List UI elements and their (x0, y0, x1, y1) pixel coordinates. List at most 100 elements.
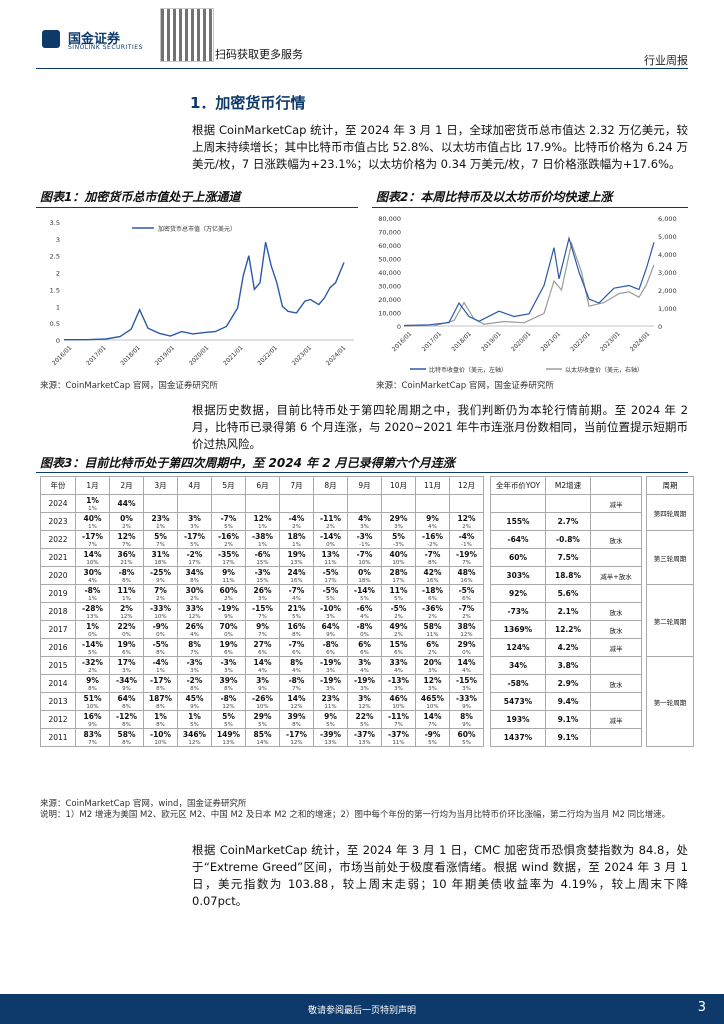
footer-disclaimer[interactable]: 敬请参阅最后一页特别声明 (307, 1006, 416, 1016)
month-cell: 16% 9% (75, 710, 110, 729)
qr-code-icon[interactable] (160, 8, 214, 62)
month-cell: 24% 16% (279, 566, 314, 585)
note-cell: 放水 (590, 602, 642, 621)
table-row: 2024 1% 1% 44% 减半 第四轮周期 (40, 494, 694, 531)
month-cell: -19% 3% (313, 656, 348, 675)
table-header-cell: 6月 (245, 476, 280, 495)
month-cell: 1% 1% (75, 494, 110, 513)
month-cell: 39% 8% (211, 674, 246, 693)
yoy-cell: -73% (490, 602, 546, 621)
yoy-cell: 34% (490, 656, 546, 675)
month-cell: -37% 13% (347, 728, 382, 747)
month-cell: -7% 8% (415, 548, 450, 567)
left-y-tick-label: 30,000 (378, 283, 401, 291)
year-cell: 2014 (40, 674, 76, 693)
month-cell: -28% 13% (75, 602, 110, 621)
x-tick-label: 2018/01 (119, 344, 142, 367)
x-tick-label: 2021/01 (540, 330, 563, 353)
month-cell: 27% 6% (245, 638, 280, 657)
x-tick-label: 2017/01 (421, 330, 444, 353)
table-row: 2018 -28% 13% 2% 12% -33% 10% 33% 12% -19% 9% -15% 7… (40, 602, 694, 621)
month-cell: 70% 0% (211, 620, 246, 639)
note-cell (590, 728, 642, 747)
year-cell: 2020 (40, 566, 76, 585)
paragraph-1: 根据 CoinMarketCap 统计，至 2024 年 3 月 1 日，全球加… (192, 123, 688, 171)
table-header-cell: 7月 (279, 476, 314, 495)
month-cell: 28% 17% (381, 566, 416, 585)
month-cell: -39% 13% (313, 728, 348, 747)
month-cell: -8% 7% (279, 674, 314, 693)
year-cell: 2017 (40, 620, 76, 639)
table-row: 2022 -17% 7% 12% 7% 5% 7% -17% 5% -16% 2% -38% 1% 18%… (40, 530, 694, 585)
figure-3-source: 来源：CoinMarketCap 官网，wind，国金证券研究所 (40, 799, 247, 809)
month-cell: 85% 14% (245, 728, 280, 747)
month-cell: -3% 3% (177, 656, 212, 675)
table-row: 2013 51% 10% 64% 8% 187% 8% 45% 9% -8% 12% -26% 10% 1… (40, 692, 694, 711)
table-header-row: 年份 1月 2月 3月 4月 5月 6月 7月 8月 9月 10月 11月 12月 全年币价YOY M2增速… (40, 476, 694, 495)
month-cell: 187% 8% (143, 692, 178, 711)
cycle-cell: 第一轮周期 (646, 656, 694, 747)
month-cell: 34% 8% (177, 566, 212, 585)
month-cell: 12% 1% (245, 512, 280, 531)
month-cell: -8% 0% (347, 620, 382, 639)
month-cell: -9% 0% (143, 620, 178, 639)
month-cell: -26% 10% (245, 692, 280, 711)
yoy-cell: 1369% (490, 620, 546, 639)
m2-cell: 3.8% (545, 656, 591, 675)
month-cell: 64% 8% (109, 692, 144, 711)
month-cell: 18% 1% (279, 530, 314, 549)
month-cell: -19% 3% (347, 674, 382, 693)
year-cell: 2018 (40, 602, 76, 621)
month-cell: 5% -3% (381, 530, 416, 549)
month-cell: -8% 1% (75, 584, 110, 603)
x-tick-label: 2019/01 (480, 330, 503, 353)
x-tick-label: 2016/01 (391, 330, 414, 353)
month-cell (313, 494, 348, 513)
month-cell: 16% 8% (279, 620, 314, 639)
left-y-tick-label: 10,000 (378, 310, 401, 318)
month-cell: -17% 12% (279, 728, 314, 747)
month-cell: -7% 6% (279, 638, 314, 657)
m2-cell: 2.9% (545, 674, 591, 693)
note-cell: 放水 (590, 620, 642, 639)
m2-cell: 9.1% (545, 710, 591, 729)
month-cell: 1% 8% (143, 710, 178, 729)
yoy-cell: 303% (490, 566, 546, 585)
m2-cell: 7.5% (545, 548, 591, 567)
month-cell: -10% 10% (143, 728, 178, 747)
month-cell: 44% (109, 494, 144, 513)
y-tick-label: 1.5 (50, 286, 60, 294)
y-tick-label: 2.5 (50, 253, 60, 261)
left-y-tick-label: 80,000 (378, 215, 401, 223)
left-y-tick-label: 20,000 (378, 296, 401, 304)
month-cell: -4% -1% (449, 530, 484, 549)
table-header-cell: 2月 (109, 476, 144, 495)
month-cell: -2% 8% (177, 674, 212, 693)
month-cell: 1% 0% (75, 620, 110, 639)
table-header-cell (590, 476, 642, 495)
month-cell: 12% 7% (109, 530, 144, 549)
month-cell: 12% 3% (415, 674, 450, 693)
month-cell: 49% 2% (381, 620, 416, 639)
y-tick-label: 2 (56, 270, 60, 278)
figure-1-rule (36, 207, 358, 208)
cycle-cell: 第三轮周期 (646, 530, 694, 585)
month-cell: -5% 17% (313, 566, 348, 585)
month-cell: 26% 4% (177, 620, 212, 639)
left-y-tick-label: 0 (397, 323, 401, 331)
yoy-cell (490, 494, 546, 513)
table-header-cell: 4月 (177, 476, 212, 495)
cycle-table: 年份 1月 2月 3月 4月 5月 6月 7月 8月 9月 10月 11月 12月 全年币价YOY M2增速… (40, 476, 694, 747)
month-cell: -17% 5% (177, 530, 212, 549)
btc-price-line (403, 236, 655, 327)
month-cell: -16% 2% (211, 530, 246, 549)
month-cell: 5% 7% (143, 530, 178, 549)
header-divider (36, 68, 688, 69)
m2-cell: 9.1% (545, 728, 591, 747)
note-cell (590, 584, 642, 603)
year-cell: 2015 (40, 656, 76, 675)
month-cell: 14% 4% (449, 656, 484, 675)
month-cell: 3% 12% (347, 692, 382, 711)
yoy-cell: 1437% (490, 728, 546, 747)
